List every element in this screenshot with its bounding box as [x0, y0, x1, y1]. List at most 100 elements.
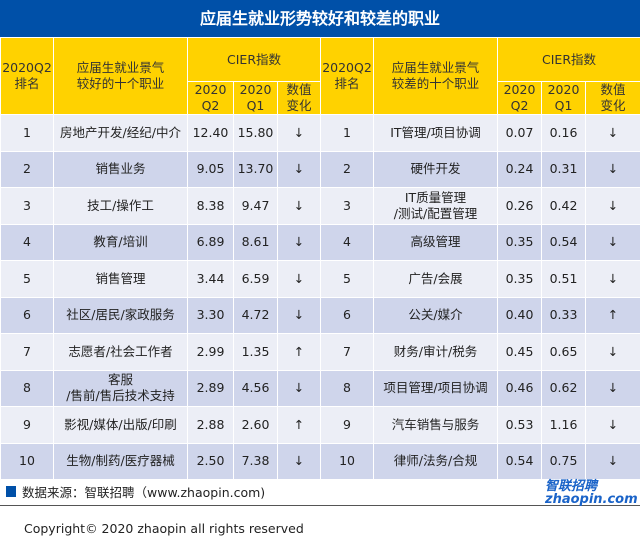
cell-bad-change: ↑ [585, 296, 640, 334]
cell-bad-q2: 0.24 [497, 150, 543, 188]
cell-bad-job: IT质量管理/测试/配置管理 [373, 187, 499, 225]
cell-bad-job: IT管理/项目协调 [373, 114, 499, 152]
cell-bad-change: ↓ [585, 333, 640, 371]
cell-good-job: 教育/培训 [53, 223, 188, 261]
cell-good-q2: 2.88 [187, 406, 234, 444]
table-row: 3 技工/操作工 8.38 9.47 ↓ 3 IT质量管理/测试/配置管理 0.26 0.42 ↓ [0, 187, 640, 225]
cell-good-change: ↓ [276, 187, 322, 225]
copyright: Copyright© 2020 zhaopin all rights reser… [24, 521, 304, 536]
cell-rank: 3 [320, 187, 375, 225]
header-q1: 2020 Q1 [233, 81, 278, 115]
cell-good-job: 房地产开发/经纪/中介 [53, 114, 188, 152]
cell-rank: 9 [0, 406, 54, 444]
cell-good-q1: 8.61 [233, 223, 278, 261]
cell-bad-change: ↓ [585, 406, 640, 444]
cell-good-q2: 2.50 [187, 442, 234, 480]
cell-rank: 8 [0, 369, 54, 407]
cell-rank: 5 [0, 260, 54, 298]
cell-bad-q1: 0.42 [541, 187, 587, 225]
cell-good-change: ↓ [276, 260, 322, 298]
header-change: 数值 变化 [276, 81, 322, 115]
cell-bad-job: 汽车销售与服务 [373, 406, 499, 444]
cell-bad-q1: 0.31 [541, 150, 587, 188]
cell-bad-change: ↓ [585, 223, 640, 261]
table-row: 9 影视/媒体/出版/印刷 2.88 2.60 ↑ 9 汽车销售与服务 0.53 1.16 ↓ [0, 406, 640, 444]
cell-bad-job: 公关/媒介 [373, 296, 499, 334]
cell-rank: 10 [0, 442, 54, 480]
cell-bad-q1: 0.75 [541, 442, 587, 480]
cell-good-job: 志愿者/社会工作者 [53, 333, 188, 371]
cell-rank: 4 [0, 223, 54, 261]
cell-rank: 4 [320, 223, 375, 261]
cell-good-change: ↑ [276, 406, 322, 444]
cell-bad-change: ↓ [585, 150, 640, 188]
cell-bad-q2: 0.45 [497, 333, 543, 371]
cell-bad-q2: 0.26 [497, 187, 543, 225]
table-row: 7 志愿者/社会工作者 2.99 1.35 ↑ 7 财务/审计/税务 0.45 0.65 ↓ [0, 333, 640, 371]
cell-rank: 2 [0, 150, 54, 188]
cell-good-job: 影视/媒体/出版/印刷 [53, 406, 188, 444]
cell-bad-change: ↓ [585, 442, 640, 480]
header-change: 数值 变化 [585, 81, 640, 115]
cell-bad-q1: 1.16 [541, 406, 587, 444]
cell-rank: 6 [0, 296, 54, 334]
cell-good-q1: 6.59 [233, 260, 278, 298]
cell-good-q1: 4.72 [233, 296, 278, 334]
header-bad-jobs: 应届生就业景气 较差的十个职业 [373, 37, 499, 115]
header-rank: 2020Q2 排名 [0, 37, 54, 115]
cell-bad-q1: 0.54 [541, 223, 587, 261]
cell-good-change: ↓ [276, 369, 322, 407]
header-rank: 2020Q2 排名 [320, 37, 375, 115]
cell-rank: 8 [320, 369, 375, 407]
header-q2: 2020 Q2 [187, 81, 234, 115]
cell-good-job: 社区/居民/家政服务 [53, 296, 188, 334]
cell-bad-job: 项目管理/项目协调 [373, 369, 499, 407]
source-text: 数据来源：智联招聘（www.zhaopin.com) [22, 485, 266, 500]
source-note: 数据来源：智联招聘（www.zhaopin.com) [6, 482, 265, 501]
cell-bad-q2: 0.46 [497, 369, 543, 407]
header-good-jobs: 应届生就业景气 较好的十个职业 [53, 37, 188, 115]
table-row: 8 客服/售前/售后技术支持 2.89 4.56 ↓ 8 项目管理/项目协调 0.46 0.62… [0, 369, 640, 407]
cell-good-job: 销售业务 [53, 150, 188, 188]
cell-good-q2: 9.05 [187, 150, 234, 188]
table-row: 6 社区/居民/家政服务 3.30 4.72 ↓ 6 公关/媒介 0.40 0.33 ↑ [0, 296, 640, 334]
cell-good-q2: 2.99 [187, 333, 234, 371]
cell-bad-change: ↓ [585, 187, 640, 225]
table-row: 1 房地产开发/经纪/中介 12.40 15.80 ↓ 1 IT管理/项目协调 0.07 0.1… [0, 114, 640, 152]
cell-good-q1: 2.60 [233, 406, 278, 444]
divider [0, 505, 640, 506]
cell-bad-job: 高级管理 [373, 223, 499, 261]
header-cier: CIER指数 [497, 37, 640, 82]
cell-bad-q1: 0.33 [541, 296, 587, 334]
table-row: 10 生物/制药/医疗器械 2.50 7.38 ↓ 10 律师/法务/合规 0.54 0.75 ↓ [0, 442, 640, 480]
cell-good-q2: 3.44 [187, 260, 234, 298]
table-row: 2 销售业务 9.05 13.70 ↓ 2 硬件开发 0.24 0.31 ↓ [0, 150, 640, 188]
cell-good-q1: 13.70 [233, 150, 278, 188]
cell-good-q2: 3.30 [187, 296, 234, 334]
cell-good-change: ↓ [276, 150, 322, 188]
cell-good-change: ↑ [276, 333, 322, 371]
cell-good-q2: 2.89 [187, 369, 234, 407]
cell-good-q1: 15.80 [233, 114, 278, 152]
cell-bad-change: ↓ [585, 260, 640, 298]
cell-bad-q2: 0.53 [497, 406, 543, 444]
cell-good-q2: 8.38 [187, 187, 234, 225]
cell-bad-q1: 0.62 [541, 369, 587, 407]
cell-good-job: 生物/制药/医疗器械 [53, 442, 188, 480]
cell-rank: 10 [320, 442, 375, 480]
cell-rank: 7 [320, 333, 375, 371]
cell-bad-q2: 0.54 [497, 442, 543, 480]
cell-good-q2: 6.89 [187, 223, 234, 261]
table-row: 4 教育/培训 6.89 8.61 ↓ 4 高级管理 0.35 0.54 ↓ [0, 223, 640, 261]
cell-good-job: 客服/售前/售后技术支持 [53, 369, 188, 407]
jobs-table: 2020Q2 排名 应届生就业景气 较好的十个职业 CIER指数 2020Q2 排名 … [0, 37, 640, 480]
header-cier: CIER指数 [186, 37, 322, 82]
cell-bad-job: 律师/法务/合规 [373, 442, 499, 480]
cell-bad-q1: 0.65 [541, 333, 587, 371]
cell-bad-q2: 0.07 [497, 114, 543, 152]
cell-rank: 3 [0, 187, 54, 225]
legend-square-icon [6, 486, 16, 497]
cell-bad-job: 财务/审计/税务 [373, 333, 499, 371]
cell-rank: 1 [0, 114, 54, 152]
cell-good-change: ↓ [276, 296, 322, 334]
